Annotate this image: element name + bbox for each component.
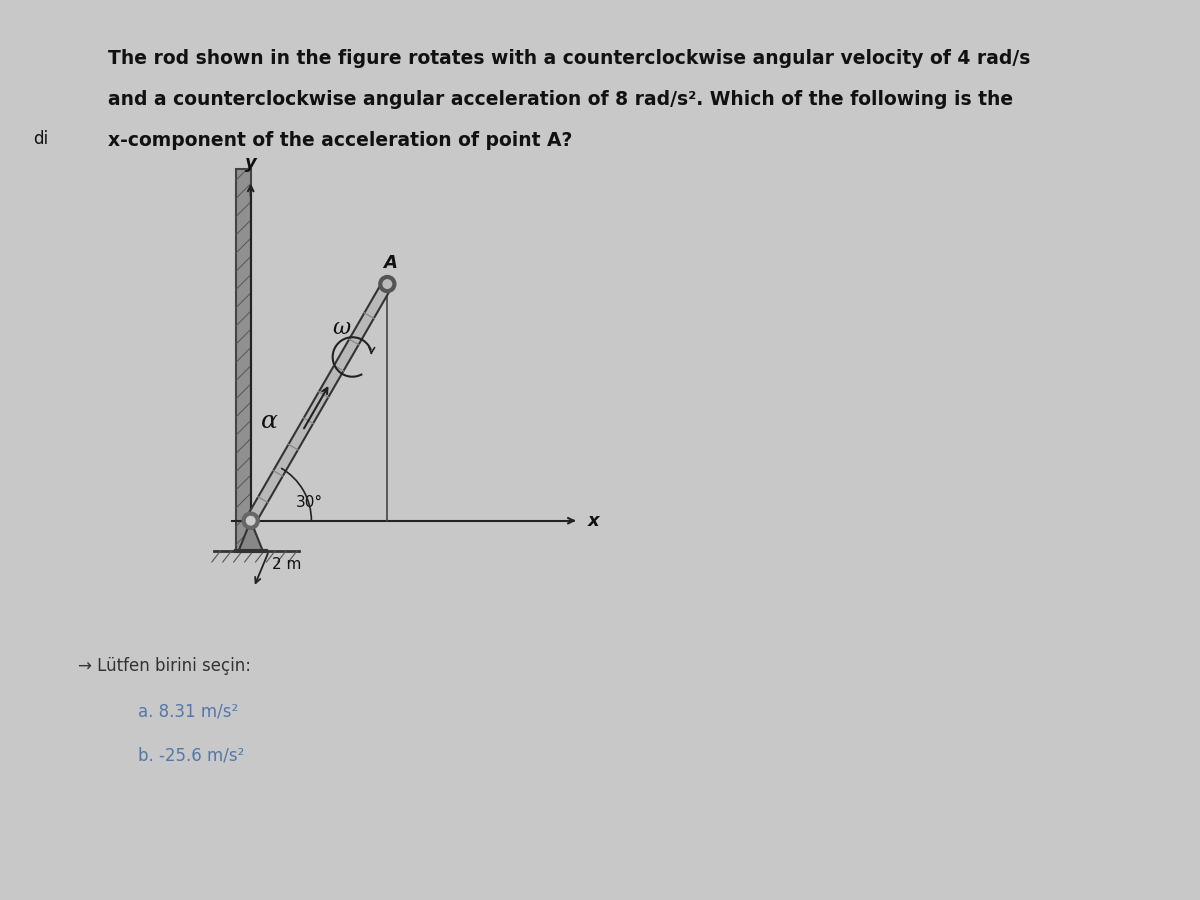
Text: b. -25.6 m/s²: b. -25.6 m/s² — [138, 747, 245, 765]
Text: di: di — [34, 130, 49, 148]
Text: x-component of the acceleration of point A?: x-component of the acceleration of point… — [108, 130, 572, 149]
Text: a. 8.31 m/s²: a. 8.31 m/s² — [138, 702, 239, 720]
Bar — [235, 168, 251, 551]
Polygon shape — [239, 521, 263, 551]
Text: A: A — [384, 254, 397, 272]
Polygon shape — [246, 282, 392, 524]
Circle shape — [242, 512, 259, 529]
Circle shape — [246, 517, 254, 525]
Text: ω: ω — [332, 318, 350, 339]
Text: y: y — [245, 154, 257, 172]
Circle shape — [379, 275, 396, 292]
Text: → Lütfen birini seçin:: → Lütfen birini seçin: — [78, 657, 251, 675]
Text: and a counterclockwise angular acceleration of 8 rad/s². Which of the following : and a counterclockwise angular accelerat… — [108, 90, 1013, 109]
Text: The rod shown in the figure rotates with a counterclockwise angular velocity of : The rod shown in the figure rotates with… — [108, 50, 1031, 68]
Text: x: x — [588, 512, 599, 530]
Text: α: α — [260, 410, 277, 433]
Text: 30°: 30° — [296, 495, 323, 509]
Circle shape — [383, 280, 391, 288]
Text: 2 m: 2 m — [272, 557, 301, 572]
